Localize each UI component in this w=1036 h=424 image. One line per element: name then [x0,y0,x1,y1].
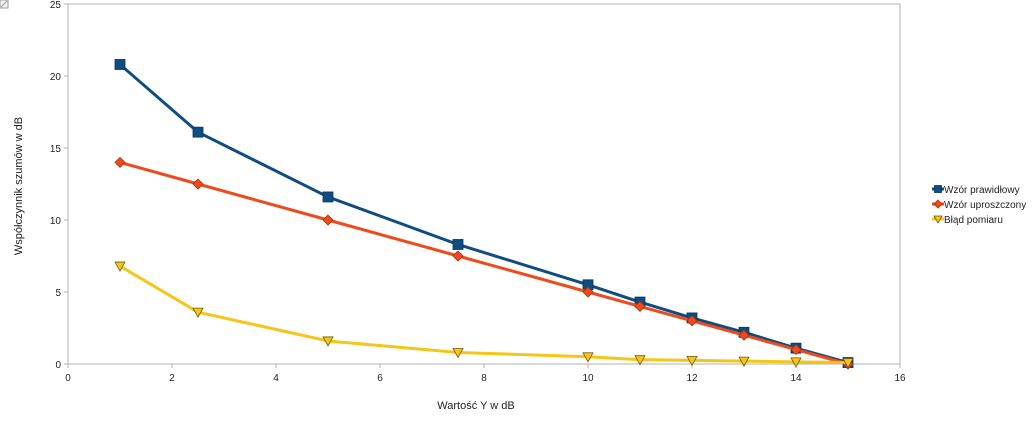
x-tick-label: 10 [582,373,594,384]
y-tick-label: 0 [55,360,61,371]
series-1 [114,59,854,368]
series-3-line [118,264,850,365]
series-2 [114,156,854,370]
y-tick-label: 20 [50,72,62,83]
y-tick-label: 10 [50,216,62,227]
series-layer [114,59,854,370]
series-3-point [790,357,802,368]
series-2-point [634,300,646,312]
legend-item-2: Wzór uproszczony [932,199,1026,211]
legend-item-1: Wzór prawidłowy [932,185,1020,196]
y-tick-label: 25 [50,0,62,11]
series-1-point [114,59,126,70]
series-1-point [192,126,204,138]
series-1-point [452,239,464,250]
series-2-point [452,250,464,262]
y-axis-ticks: 0 5 10 15 20 25 [50,0,68,371]
x-tick-label: 14 [790,373,802,384]
x-tick-label: 8 [481,373,487,384]
x-tick-label: 16 [894,373,906,384]
x-tick-label: 4 [273,373,279,384]
series-3-point [738,356,750,367]
legend-marker [933,199,943,209]
series-2-point [738,329,750,341]
series-1-point [322,191,334,203]
series-2-point [192,178,204,190]
x-tick-label: 0 [65,373,71,384]
x-axis-title: Wartość Y w dB [437,400,514,412]
series-2-point [790,344,802,356]
series-2-point [686,315,698,327]
series-2-point [114,156,126,168]
series-3-point [452,348,464,359]
series-2-point [322,214,334,226]
window-icon [0,0,9,9]
legend-marker [934,185,942,193]
series-2-point [582,286,594,298]
legend-label: Wzór prawidłowy [944,185,1020,196]
y-tick-label: 5 [55,288,61,299]
x-tick-label: 2 [169,373,175,384]
series-3 [114,261,854,369]
x-tick-label: 12 [686,373,698,384]
series-1-line [118,62,850,365]
series-3-point [842,358,854,369]
series-3-point [192,307,204,318]
y-axis-title: Współczynnik szumów w dB [13,117,25,255]
legend-label: Błąd pomiaru [944,215,1003,226]
y-tick-label: 15 [50,144,62,155]
series-3-point [634,355,646,366]
series-3-point [686,355,698,367]
legend-item-3: Błąd pomiaru [932,215,1003,226]
series-3-point [582,352,594,363]
x-axis-ticks: 0 2 4 6 8 10 12 14 16 [65,364,906,384]
series-3-point [322,336,334,347]
series-2-line [118,160,850,366]
legend-marker [933,215,943,224]
x-tick-label: 6 [377,373,383,384]
legend-label: Wzór uproszczony [944,200,1026,211]
series-3-point [114,261,126,272]
legend: Wzór prawidłowy Wzór uproszczony Błąd pomi… [932,185,1026,226]
